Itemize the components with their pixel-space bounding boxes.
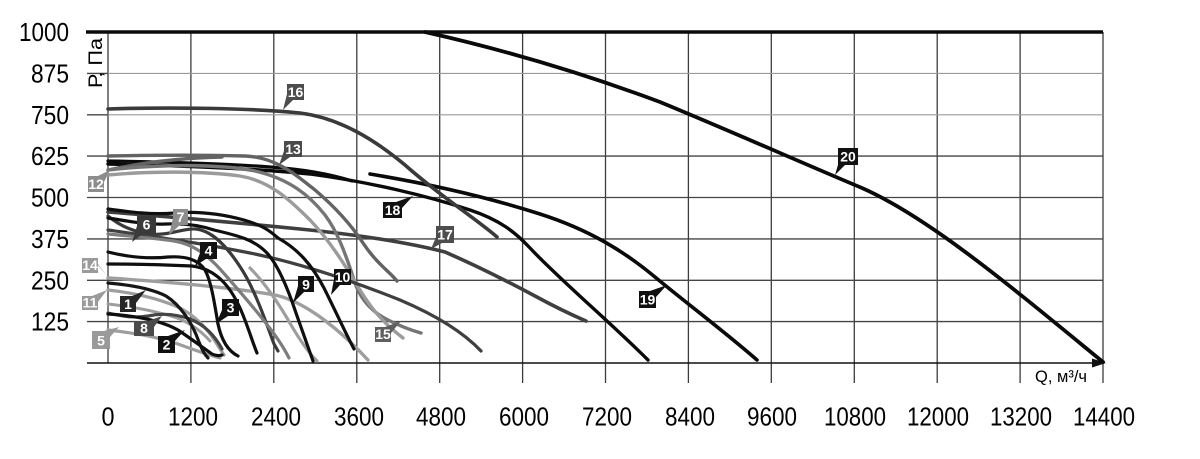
- svg-text:750: 750: [31, 100, 69, 130]
- svg-text:5: 5: [97, 332, 105, 348]
- svg-text:13200: 13200: [990, 402, 1052, 432]
- svg-text:9600: 9600: [747, 402, 797, 432]
- svg-text:14400: 14400: [1073, 402, 1135, 432]
- svg-text:1200: 1200: [168, 402, 218, 432]
- svg-text:10800: 10800: [824, 402, 886, 432]
- svg-text:Р, Па: Р, Па: [85, 38, 107, 88]
- svg-text:625: 625: [31, 141, 69, 171]
- svg-text:12: 12: [88, 176, 104, 192]
- svg-text:7: 7: [177, 209, 185, 225]
- svg-text:17: 17: [437, 227, 453, 243]
- svg-text:125: 125: [31, 307, 69, 337]
- svg-text:4: 4: [205, 243, 213, 259]
- svg-text:18: 18: [385, 202, 401, 218]
- svg-text:Q, м³/ч: Q, м³/ч: [1035, 368, 1087, 386]
- svg-text:4800: 4800: [416, 402, 466, 432]
- svg-text:250: 250: [31, 265, 69, 295]
- svg-text:12000: 12000: [907, 402, 969, 432]
- svg-text:3: 3: [227, 300, 235, 316]
- svg-text:0: 0: [102, 402, 115, 432]
- svg-text:14: 14: [82, 257, 98, 273]
- svg-text:6: 6: [143, 217, 151, 233]
- svg-text:2400: 2400: [251, 402, 301, 432]
- svg-text:15: 15: [375, 326, 391, 342]
- svg-text:16: 16: [288, 84, 304, 100]
- svg-text:8400: 8400: [665, 402, 715, 432]
- svg-text:11: 11: [83, 295, 98, 311]
- svg-text:375: 375: [31, 224, 69, 254]
- svg-text:8: 8: [140, 320, 148, 336]
- svg-text:875: 875: [31, 58, 69, 88]
- svg-text:13: 13: [285, 141, 301, 157]
- svg-text:3600: 3600: [334, 402, 384, 432]
- svg-text:1000: 1000: [19, 17, 69, 47]
- svg-text:500: 500: [31, 183, 69, 213]
- svg-text:6000: 6000: [499, 402, 549, 432]
- svg-text:2: 2: [163, 337, 171, 353]
- svg-text:9: 9: [302, 276, 310, 292]
- svg-text:10: 10: [335, 269, 351, 285]
- svg-text:1: 1: [124, 296, 132, 312]
- svg-text:19: 19: [640, 292, 656, 308]
- svg-text:20: 20: [840, 149, 856, 165]
- svg-text:7200: 7200: [582, 402, 632, 432]
